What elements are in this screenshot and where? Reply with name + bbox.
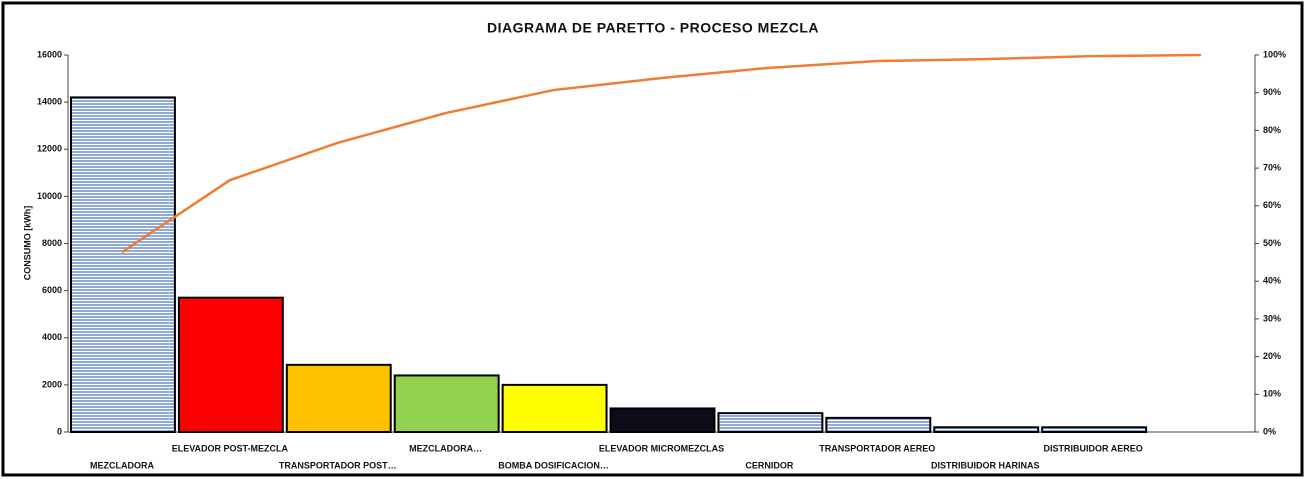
cumulative-line [121, 53, 1202, 254]
y2-tick-label: 100% [1263, 49, 1286, 59]
x-tick-label: TRANSPORTADOR AEREO [819, 443, 935, 453]
bar [609, 407, 716, 433]
bar [717, 412, 824, 433]
bar [825, 416, 932, 433]
y2-tick-label: 70% [1263, 162, 1281, 172]
y-tick-label: 0 [57, 426, 62, 436]
bar [70, 96, 176, 433]
bar [1041, 426, 1148, 434]
y-tick-label: 8000 [42, 238, 62, 248]
bar [933, 426, 1040, 434]
x-tick-label: DISTRIBUIDOR AEREO [1044, 443, 1143, 453]
bar [501, 383, 608, 433]
y2-tick-label: 80% [1263, 125, 1281, 135]
x-tick-label: MEZCLADORA [90, 460, 154, 470]
bar [285, 363, 392, 433]
y-axis-label: CONSUMO [kWh] [22, 206, 32, 281]
y2-tick-label: 90% [1263, 87, 1281, 97]
y-tick-label: 10000 [37, 191, 62, 201]
y-tick-label: 6000 [42, 285, 62, 295]
x-tick-label: DISTRIBUIDOR HARINAS [931, 460, 1040, 470]
y2-tick-label: 20% [1263, 351, 1281, 361]
y-tick-label: 16000 [37, 49, 62, 59]
y-tick-label: 14000 [37, 97, 62, 107]
x-tick-label: MEZCLADORA… [409, 443, 482, 453]
chart-title: DIAGRAMA DE PARETTO - PROCESO MEZCLA [487, 20, 819, 36]
bar [393, 374, 500, 434]
y2-tick-label: 30% [1263, 313, 1281, 323]
y-tick-label: 12000 [37, 144, 62, 154]
x-tick-label: BOMBA DOSIFICACION… [498, 460, 609, 470]
x-tick-label: ELEVADOR POST-MEZCLA [172, 443, 289, 453]
x-tick-label: CERNIDOR [745, 460, 794, 470]
y2-tick-label: 50% [1263, 238, 1281, 248]
y2-tick-label: 40% [1263, 276, 1281, 286]
y2-tick-label: 10% [1263, 389, 1281, 399]
y2-tick-label: 60% [1263, 200, 1281, 210]
y-tick-label: 2000 [42, 379, 62, 389]
bar [177, 296, 284, 433]
x-tick-label: ELEVADOR MICROMEZCLAS [599, 443, 724, 453]
x-tick-label: TRANSPORTADOR POST… [279, 460, 397, 470]
y-tick-label: 4000 [42, 332, 62, 342]
y2-tick-label: 0% [1263, 426, 1276, 436]
